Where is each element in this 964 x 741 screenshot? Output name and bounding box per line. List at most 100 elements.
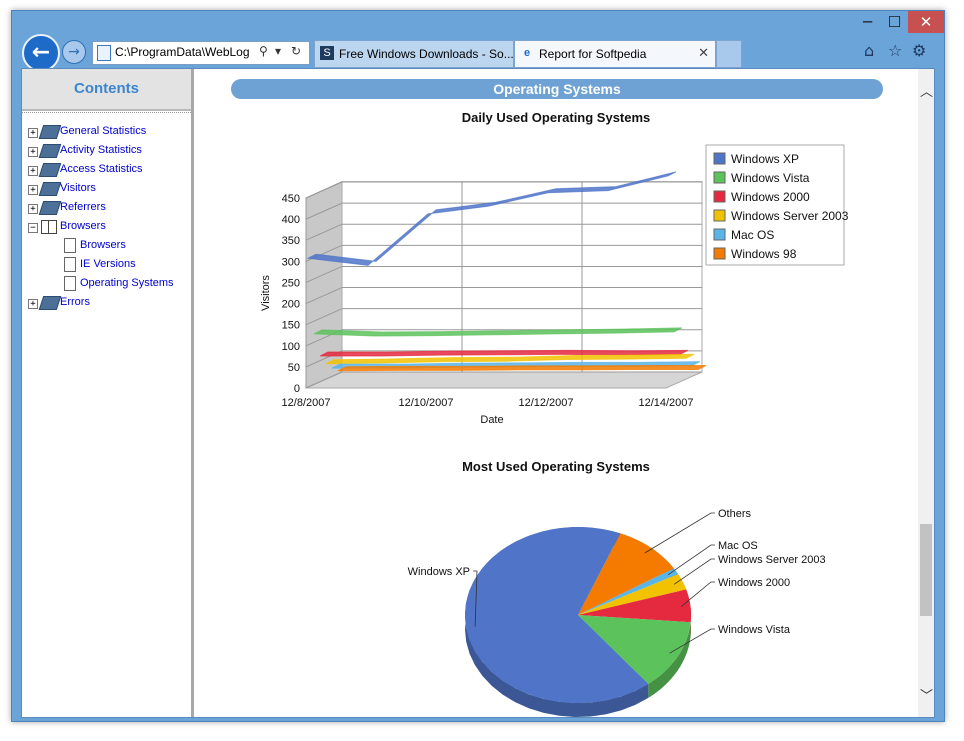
expand-icon[interactable]: + xyxy=(28,299,38,309)
y-tick-label: 200 xyxy=(282,299,300,311)
pie-slice-side-windows-xp xyxy=(465,527,649,717)
legend-swatch xyxy=(713,209,726,222)
chevron-down-icon[interactable]: ▾ xyxy=(275,44,282,58)
book-icon xyxy=(38,296,62,310)
pie-leader-line xyxy=(667,544,715,576)
close-tab-icon[interactable]: ✕ xyxy=(698,45,709,60)
address-input[interactable] xyxy=(115,44,255,60)
vertical-scrollbar[interactable]: ︿ ﹀ xyxy=(918,69,934,717)
refresh-icon[interactable]: ↻ xyxy=(291,44,302,58)
gridline-side xyxy=(305,265,343,283)
gridline-side xyxy=(305,181,343,199)
sidebar-title: Contents xyxy=(74,80,139,97)
forward-button[interactable]: → xyxy=(62,40,86,64)
sidebar-item-label[interactable]: Browsers xyxy=(60,220,106,232)
line-series-windows-xp xyxy=(306,171,677,266)
sidebar-item-label[interactable]: Visitors xyxy=(60,182,96,194)
divider xyxy=(22,112,191,113)
sidebar-item-label[interactable]: Browsers xyxy=(80,239,126,251)
pie-leader-line xyxy=(669,628,715,654)
sidebar-item-label[interactable]: Activity Statistics xyxy=(60,144,142,156)
legend-box xyxy=(705,144,845,266)
sidebar-item-label[interactable]: Operating Systems xyxy=(80,277,174,289)
search-icon[interactable]: ⚲ xyxy=(259,44,268,58)
gridline-side xyxy=(305,308,343,326)
legend-label: Windows Vista xyxy=(731,171,810,185)
address-bar[interactable]: ⚲ ▾ ↻ xyxy=(92,41,310,65)
book-icon xyxy=(38,163,62,177)
legend-swatch xyxy=(713,190,726,203)
line-series-windows-98 xyxy=(337,365,707,372)
line-series-windows-server-2003 xyxy=(325,353,695,365)
legend-swatch xyxy=(713,247,726,260)
legend-swatch xyxy=(713,152,726,165)
y-tick-label: 50 xyxy=(288,362,300,374)
tab-free-windows-downloads[interactable]: S Free Windows Downloads - So... xyxy=(314,40,514,68)
legend-label: Windows Server 2003 xyxy=(731,209,849,223)
line-chart-title: Daily Used Operating Systems xyxy=(461,110,651,125)
gridline-side xyxy=(305,371,343,389)
x-tick-label: 12/8/2007 xyxy=(282,397,331,409)
close-window-button[interactable]: ✕ xyxy=(908,11,944,33)
favorites-icon[interactable]: ☆ xyxy=(888,41,903,60)
y-tick-label: 100 xyxy=(282,341,300,353)
book-icon xyxy=(38,201,62,215)
expand-icon[interactable]: + xyxy=(28,128,38,138)
expand-icon[interactable]: + xyxy=(28,147,38,157)
pie-label: Windows Vista xyxy=(718,624,791,636)
scroll-up-icon[interactable]: ︿ xyxy=(920,85,934,100)
document-icon xyxy=(64,238,76,253)
y-tick-label: 450 xyxy=(282,193,300,205)
sidebar-item-label[interactable]: General Statistics xyxy=(60,125,147,137)
daily-os-line-chart: 0 50 100 150 200 250 300 350 400 450 12/8/2007 12/1… xyxy=(260,144,849,426)
pie-slice-windows-vista xyxy=(578,615,691,684)
expand-icon[interactable]: + xyxy=(28,185,38,195)
pie-slice-windows-server-2003 xyxy=(578,574,687,615)
most-used-os-pie-chart: Others Mac OS Windows Server 2003 Windows 2… xyxy=(408,508,826,717)
pie-label: Windows Server 2003 xyxy=(718,554,826,566)
x-tick-label: 12/14/2007 xyxy=(638,397,693,409)
section-title: Operating Systems xyxy=(231,79,883,99)
new-tab-button[interactable] xyxy=(716,40,742,68)
pie-label: Others xyxy=(718,508,752,520)
expand-icon[interactable]: + xyxy=(28,204,38,214)
minimize-button[interactable]: ─ xyxy=(862,13,873,31)
book-icon xyxy=(38,125,62,139)
line-series-windows-vista xyxy=(313,327,683,337)
sidebar-item-label[interactable]: Referrers xyxy=(60,201,106,213)
scroll-down-icon[interactable]: ﹀ xyxy=(920,689,934,704)
y-tick-label: 400 xyxy=(282,214,300,226)
gridline-side xyxy=(305,287,343,305)
pie-label: Windows 2000 xyxy=(718,577,790,589)
x-tick-label: 12/12/2007 xyxy=(518,397,573,409)
gridline-side xyxy=(305,202,343,220)
legend-label: Windows 2000 xyxy=(731,190,810,204)
x-axis-label: Date xyxy=(480,414,503,426)
browser-window: ─ ☐ ✕ ← → ⚲ ▾ ↻ S Free Windows Downloads… xyxy=(11,10,945,722)
sidebar-header: Contents xyxy=(22,69,191,111)
chart-back-wall xyxy=(341,181,703,373)
legend-label: Windows XP xyxy=(731,152,799,166)
scroll-thumb[interactable] xyxy=(920,524,932,616)
maximize-button[interactable]: ☐ xyxy=(887,13,902,31)
sidebar-item-label[interactable]: Access Statistics xyxy=(60,163,143,175)
document-icon xyxy=(64,257,76,272)
ie-icon: e xyxy=(523,47,531,59)
pie-label: Windows XP xyxy=(408,566,470,578)
report-pane: Operating Systems Daily Used Operating S… xyxy=(194,69,918,717)
sidebar-item-label[interactable]: IE Versions xyxy=(80,258,136,270)
y-tick-label: 0 xyxy=(294,383,300,395)
y-tick-label: 300 xyxy=(282,256,300,268)
legend-swatch xyxy=(713,228,726,241)
y-tick-label: 250 xyxy=(282,277,300,289)
home-icon[interactable]: ⌂ xyxy=(864,41,875,60)
expand-icon[interactable]: + xyxy=(28,166,38,176)
collapse-icon[interactable]: − xyxy=(28,223,38,233)
back-button[interactable]: ← xyxy=(22,34,60,72)
pie-leader-line xyxy=(681,581,715,607)
settings-icon[interactable]: ⚙ xyxy=(912,41,927,60)
sidebar-item-label[interactable]: Errors xyxy=(60,296,90,308)
pie-leader-line xyxy=(473,570,478,627)
y-tick-label: 350 xyxy=(282,235,300,247)
tab-report-for-softpedia[interactable]: e Report for Softpedia ✕ xyxy=(514,40,716,68)
